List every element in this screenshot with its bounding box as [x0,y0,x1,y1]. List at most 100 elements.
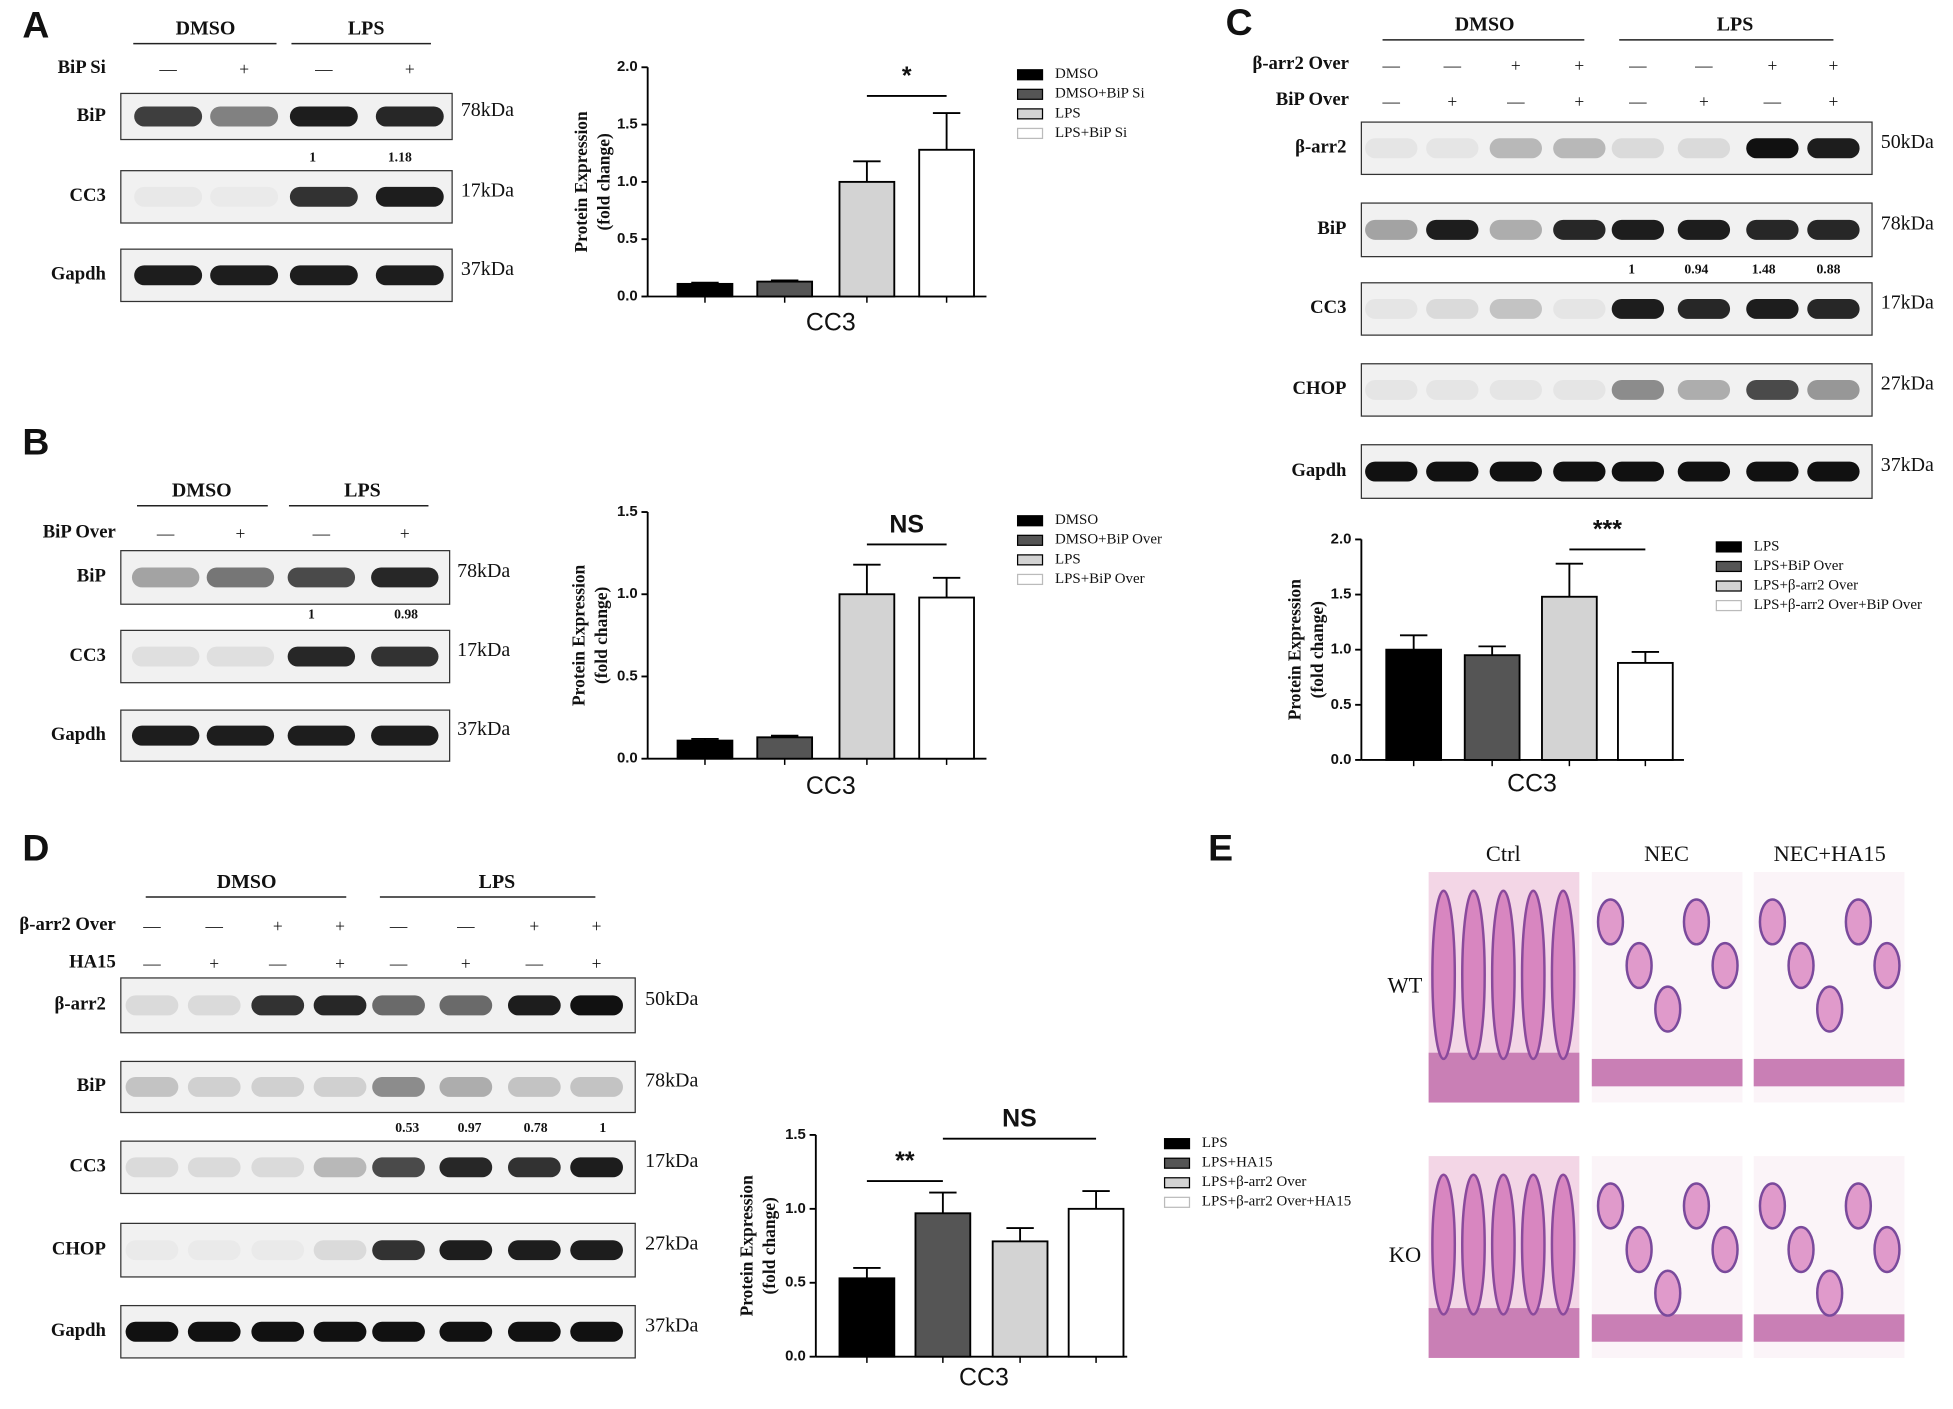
condition-sign: — [268,953,287,973]
blot-band [1426,461,1479,482]
y-axis-label: Protein Expression [737,1175,757,1316]
blot-band [313,1240,367,1261]
blot-band [210,106,279,127]
villus [1844,898,1873,946]
blot-band [313,995,367,1016]
villus [1844,1182,1873,1230]
y-tick-label: 0.0 [617,287,638,304]
group-label: DMSO [1455,14,1515,36]
blot-band [439,1076,493,1097]
blot-band [187,1076,241,1097]
blot-band [439,1321,493,1342]
error-bar [1478,645,1506,656]
blot-band [313,1076,367,1097]
error-bar [691,738,719,741]
x-tick-label: CC3 [1507,769,1557,797]
legend-label: LPS [1055,551,1081,567]
blot-band [188,1240,241,1260]
row-label: Gapdh [51,724,107,745]
villus [1682,898,1711,946]
blot-band [1489,219,1542,240]
villus [1490,889,1516,1061]
column-label: NEC [1644,841,1689,866]
blot-band [1807,298,1860,319]
condition-sign: + [239,59,249,79]
legend-label: DMSO+BiP Over [1055,532,1162,548]
size-label: 17kDa [1881,292,1934,314]
blot-band [1746,379,1799,400]
blot-band [1807,461,1860,482]
blot-band [251,1240,304,1260]
condition-sign: — [1628,91,1647,111]
legend-label: DMSO [1055,66,1098,82]
legend-swatch [1163,1196,1191,1208]
bar [838,1277,896,1358]
blot-band [439,1240,493,1261]
error-bar [770,734,799,738]
blot-band [131,646,200,667]
blot-band [289,106,358,127]
villus [1596,898,1625,946]
y-tick-label: 1.5 [617,503,638,520]
villus [1520,1173,1546,1316]
y-tick-label: 1.0 [1331,641,1352,658]
legend-label: LPS+HA15 [1202,1155,1273,1171]
legend-swatch [1715,560,1742,573]
blot-band [187,995,241,1016]
blot-band [507,1076,561,1097]
blot-band [210,187,278,207]
blot-band [372,995,425,1016]
row-label: BiP [77,105,106,126]
villus [1711,941,1739,990]
size-label: 37kDa [461,258,514,280]
row-label: CHOP [52,1238,106,1259]
blot-band [1365,379,1418,400]
blot-band [1807,219,1860,240]
blot-band [187,1321,241,1342]
y-tick-label: 0.0 [617,750,638,767]
quant-label: 0.78 [524,1120,548,1135]
size-label: 50kDa [1881,131,1934,153]
size-label: 50kDa [645,988,698,1010]
y-tick-label: 0.5 [617,667,638,684]
y-tick-label: 1.5 [617,116,638,133]
blot-band [1611,298,1665,319]
row-label: CC3 [70,185,106,206]
legend-swatch [1016,554,1044,566]
villus [1461,889,1486,1061]
blot-band [1746,219,1799,240]
panel-label: A [22,3,49,45]
villus [1787,941,1815,990]
villus [1625,1225,1653,1274]
row-label: Gapdh [51,1320,107,1341]
blot-band [287,725,356,746]
blot-band [287,567,356,588]
tissue-base [1753,1058,1905,1087]
group-label: LPS [479,871,516,893]
blot-band [1746,298,1799,319]
blot-band [507,1157,561,1178]
tissue-base [1428,1308,1580,1358]
condition-sign: — [142,953,161,973]
blot-band [1426,379,1479,400]
condition-sign: — [389,916,408,936]
bar [756,280,814,298]
blot-band [1426,298,1479,319]
condition-sign: — [456,916,475,936]
row-label: Gapdh [51,264,107,285]
condition-sign: — [142,916,161,936]
legend-swatch [1163,1157,1191,1169]
size-label: 27kDa [645,1233,698,1255]
villus [1654,985,1682,1033]
column-label: Ctrl [1486,841,1521,866]
legend-label: LPS+BiP Si [1055,125,1127,141]
x-tick-label: CC3 [806,772,856,800]
blot-band [375,106,444,127]
condition-sign: — [1382,91,1401,111]
condition-sign: + [335,953,345,973]
error-bar [932,112,961,150]
condition-sign: — [1506,91,1525,111]
condition-label: BiP Over [1276,89,1349,110]
blot-band [126,1240,179,1260]
